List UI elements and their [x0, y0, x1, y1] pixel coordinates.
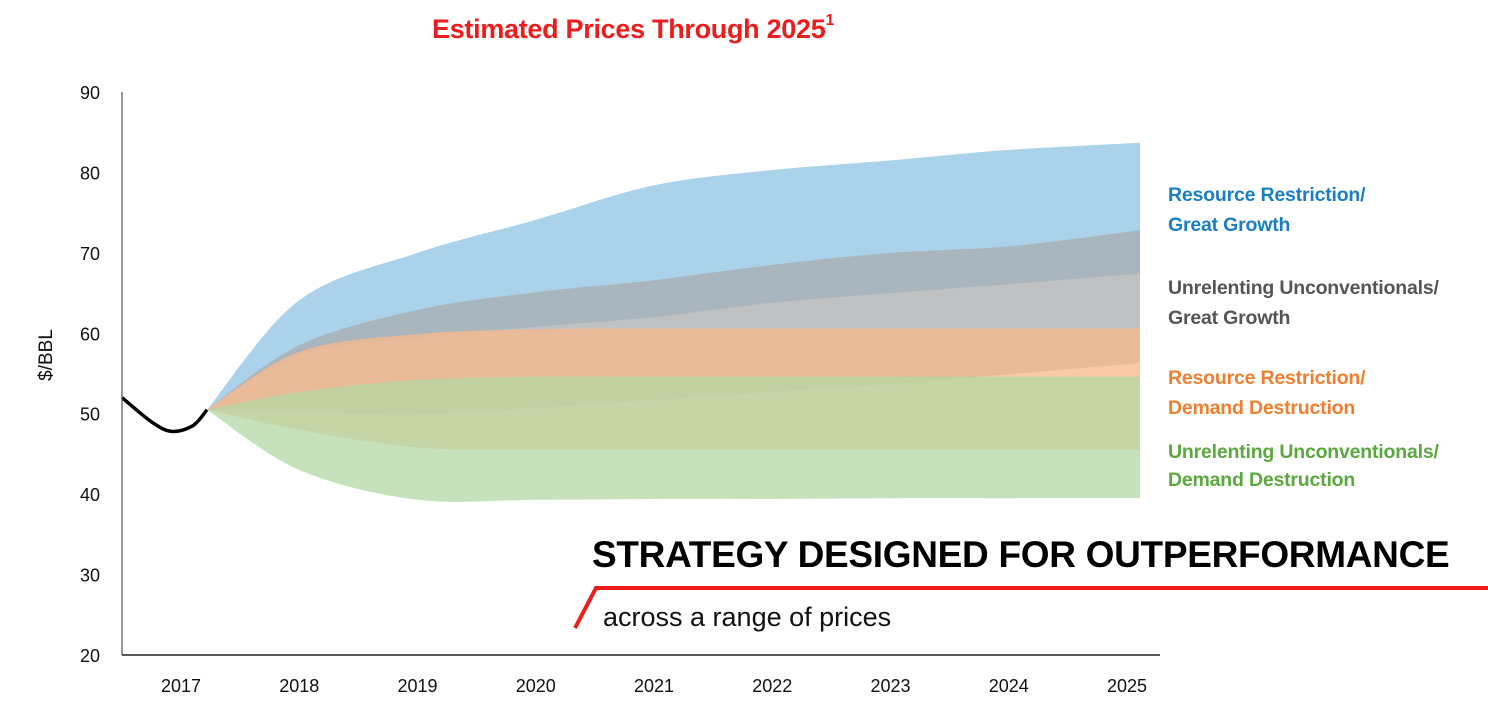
x-tick-label: 2018: [279, 676, 319, 696]
y-tick-label: 70: [80, 244, 100, 264]
legend-label-line2: Demand Destruction: [1168, 469, 1356, 491]
scenario-bands: [207, 142, 1140, 503]
x-tick-label: 2022: [752, 676, 792, 696]
y-tick-labels: 20 30 40 50 60 70 80 90: [80, 83, 100, 666]
callout-headline: STRATEGY DESIGNED FOR OUTPERFORMANCE: [592, 534, 1450, 575]
x-tick-label: 2021: [634, 676, 674, 696]
x-tick-label: 2020: [516, 676, 556, 696]
x-tick-label: 2017: [161, 676, 201, 696]
y-tick-label: 40: [80, 485, 100, 505]
chart-title: Estimated Prices Through 20251: [432, 12, 835, 44]
callout-accent-line: [573, 586, 1488, 629]
legend-label-line2: Demand Destruction: [1168, 397, 1356, 419]
y-axis-label: $/BBL: [36, 329, 57, 381]
y-tick-label: 80: [80, 163, 100, 183]
y-tick-label: 30: [80, 566, 100, 586]
y-tick-label: 20: [80, 646, 100, 666]
legend-label-line1: Unrelenting Unconventionals/: [1168, 277, 1439, 299]
x-tick-label: 2023: [870, 676, 910, 696]
legend-label-line2: Great Growth: [1168, 214, 1291, 236]
y-tick-label: 60: [80, 324, 100, 344]
historical-price-line: [120, 396, 209, 434]
x-tick-label: 2019: [397, 676, 437, 696]
legend-item-resource-demand: Resource Restriction/ Demand Destruction: [1168, 363, 1366, 423]
scenario-band-0: [207, 142, 1140, 410]
x-tick-label: 2025: [1107, 676, 1147, 696]
legend-label-line1: Resource Restriction/: [1168, 367, 1366, 389]
title-footnote: 1: [825, 12, 835, 29]
x-tick-label: 2024: [989, 676, 1029, 696]
legend-label-line1: Resource Restriction/: [1168, 184, 1366, 206]
y-tick-label: 90: [80, 83, 100, 103]
legend-item-resource-great: Resource Restriction/ Great Growth: [1168, 180, 1366, 240]
y-tick-label: 50: [80, 405, 100, 425]
callout-subline: across a range of prices: [603, 602, 892, 632]
legend-item-unconventional-demand: Unrelenting Unconventionals/ Demand Dest…: [1168, 438, 1439, 494]
legend-label-line1: Unrelenting Unconventionals/: [1168, 441, 1439, 463]
scenario-band-3: [207, 376, 1140, 503]
x-tick-labels: 2017 2018 2019 2020 2021 2022 2023 2024 2025: [161, 676, 1147, 696]
legend-item-unconventional-great: Unrelenting Unconventionals/ Great Growt…: [1168, 273, 1439, 333]
legend-label-line2: Great Growth: [1168, 307, 1291, 329]
